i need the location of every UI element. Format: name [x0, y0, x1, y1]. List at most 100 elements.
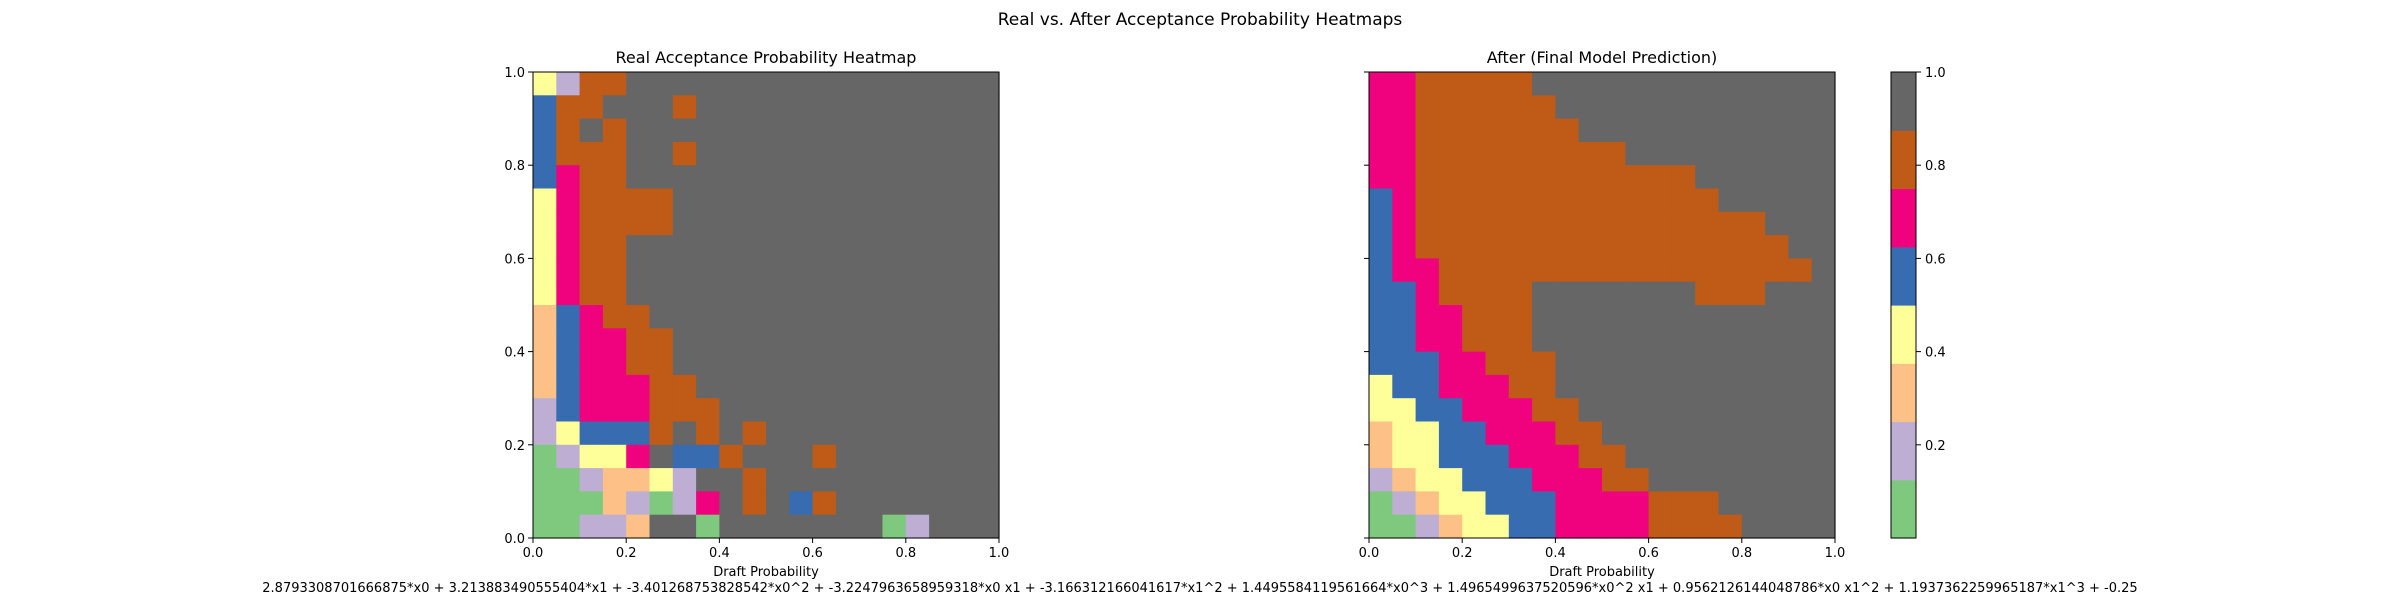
heatmap-cell: [556, 444, 581, 469]
heatmap-cell: [533, 514, 557, 539]
heatmap-cell: [719, 258, 744, 283]
heatmap-cell: [1485, 491, 1510, 516]
heatmap-cell: [975, 141, 1000, 166]
heatmap-cell: [905, 141, 930, 166]
heatmap-cell: [1788, 328, 1813, 353]
heatmap-cell: [742, 188, 767, 213]
heatmap-cell: [1648, 351, 1673, 376]
heatmap-cell: [1602, 95, 1626, 120]
heatmap-cell: [1765, 258, 1789, 283]
heatmap-cell: [1602, 281, 1626, 306]
heatmap-cell: [1718, 258, 1743, 283]
heatmap-cell: [929, 351, 953, 376]
heatmap-cell: [1555, 421, 1580, 446]
heatmap-cell: [1765, 211, 1789, 236]
heatmap-cell: [649, 281, 674, 306]
heatmap-cell: [1438, 421, 1463, 446]
heatmap-cell: [1415, 305, 1440, 329]
heatmap-cell: [649, 305, 674, 329]
heatmap-cell: [859, 491, 884, 516]
heatmap-cell: [859, 72, 884, 96]
heatmap-cell: [1555, 281, 1580, 306]
heatmap-cell: [602, 444, 627, 469]
heatmap-cell: [766, 514, 790, 539]
heatmap-cell: [1508, 72, 1533, 96]
heatmap-cell: [696, 444, 720, 469]
colorbar-segment: [1891, 363, 1916, 423]
heatmap-cell: [1741, 211, 1766, 236]
heatmap-cell: [742, 374, 767, 399]
heatmap-cell: [533, 468, 557, 492]
heatmap-cell: [649, 72, 674, 96]
heatmap-cell: [766, 211, 790, 236]
heatmap-cell: [696, 118, 720, 143]
heatmap-cell: [929, 188, 953, 213]
heatmap-cell: [579, 72, 604, 96]
colorbar-tick-label: 0.4: [1925, 346, 1946, 361]
heatmap-cell: [719, 141, 744, 166]
heatmap-cell: [766, 398, 790, 423]
heatmap-cell: [1485, 328, 1510, 353]
heatmap-cell: [882, 235, 907, 259]
heatmap-cell: [952, 141, 977, 166]
heatmap-cell: [1648, 281, 1673, 306]
heatmap-cell: [1438, 235, 1463, 259]
heatmap-cell: [1392, 444, 1417, 469]
heatmap-cell: [812, 351, 837, 376]
heatmap-cell: [602, 398, 627, 423]
heatmap-cell: [1648, 305, 1673, 329]
colorbar: 0.2 0.4 0.6 0.8 1.0: [1890, 66, 1946, 539]
heatmap-cell: [766, 235, 790, 259]
heatmap-cell: [1392, 514, 1417, 539]
heatmap-cell: [1532, 351, 1556, 376]
heatmap-cell: [1462, 491, 1487, 516]
heatmap-after-x-ticks: 0.0 0.2 0.4 0.6 0.8 1.0: [1359, 538, 1845, 561]
heatmap-cell: [1671, 374, 1696, 399]
heatmap-cell: [1438, 211, 1463, 236]
heatmap-cell: [1788, 398, 1813, 423]
heatmap-cell: [1648, 235, 1673, 259]
figure-title: Real vs. After Acceptance Probability He…: [998, 10, 1403, 30]
heatmap-cell: [1718, 211, 1743, 236]
heatmap-cell: [1555, 95, 1580, 120]
heatmap-cell: [1369, 95, 1393, 120]
heatmap-cell: [789, 165, 814, 190]
heatmap-cell: [1462, 188, 1487, 213]
heatmap-cell: [579, 211, 604, 236]
heatmap-cell: [1671, 468, 1696, 492]
heatmap-cell: [859, 514, 884, 539]
heatmap-cell: [1602, 374, 1626, 399]
heatmap-cell: [1741, 468, 1766, 492]
heatmap-cell: [649, 444, 674, 469]
heatmap-cell: [789, 188, 814, 213]
heatmap-cell: [975, 235, 1000, 259]
heatmap-cell: [1485, 398, 1510, 423]
heatmap-cell: [835, 118, 860, 143]
heatmap-cell: [579, 281, 604, 306]
heatmap-cell: [1811, 444, 1836, 469]
heatmap-cell: [975, 444, 1000, 469]
heatmap-cell: [1695, 95, 1720, 120]
heatmap-cell: [672, 351, 697, 376]
heatmap-cell: [1415, 95, 1440, 120]
heatmap-cell: [905, 305, 930, 329]
heatmap-cell: [1438, 444, 1463, 469]
heatmap-cell: [789, 305, 814, 329]
heatmap-cell: [1578, 421, 1603, 446]
heatmap-cell: [1718, 328, 1743, 353]
heatmap-cell: [1671, 514, 1696, 539]
heatmap-cell: [696, 305, 720, 329]
heatmap-cell: [1438, 514, 1463, 539]
heatmap-cell: [1415, 281, 1440, 306]
heatmap-cell: [1741, 95, 1766, 120]
heatmap-cell: [1532, 72, 1556, 96]
heatmap-cell: [1415, 72, 1440, 96]
heatmap-cell: [672, 118, 697, 143]
heatmap-cell: [1625, 95, 1650, 120]
heatmap-cell: [1392, 165, 1417, 190]
heatmap-cell: [789, 258, 814, 283]
colorbar-segment: [1891, 479, 1916, 539]
heatmap-cell: [696, 188, 720, 213]
heatmap-cell: [579, 235, 604, 259]
heatmap-cell: [1462, 72, 1487, 96]
